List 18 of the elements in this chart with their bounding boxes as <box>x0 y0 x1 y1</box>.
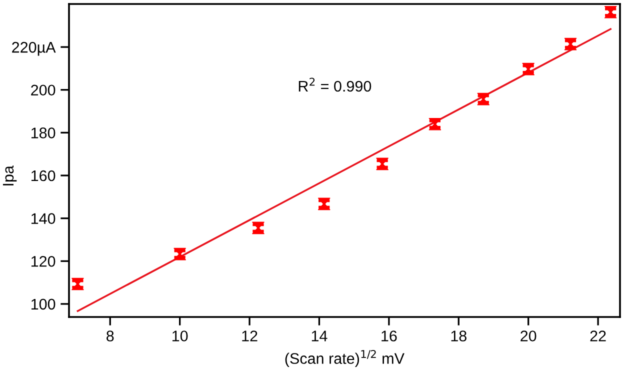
y-tick-label: 180 <box>31 128 56 138</box>
y-axis-title: Ipa <box>2 166 17 186</box>
x-tick-label: 14 <box>312 330 328 342</box>
x-tick-label: 16 <box>382 330 397 342</box>
x-tick-label: 20 <box>520 330 536 342</box>
y-tick-label: 140 <box>31 213 56 224</box>
x-tick-label: 18 <box>451 330 466 342</box>
annotation: R$^{2}$ = 0.990 <box>298 78 372 92</box>
y-tick-label: 160 <box>31 170 56 182</box>
x-tick-label: 10 <box>172 330 188 342</box>
y-tick-label: 100 <box>31 298 56 310</box>
x-tick-label: 22 <box>590 330 606 342</box>
y-tick-label: 220µA <box>12 42 56 56</box>
y-tick-label: 120 <box>31 256 56 267</box>
x-axis-title: (Scan rate)$^{1/2}$ mV <box>285 350 404 367</box>
y-tick-label: 200 <box>31 84 56 96</box>
x-tick-label: 8 <box>106 330 114 342</box>
x-tick-label: 12 <box>242 330 258 342</box>
